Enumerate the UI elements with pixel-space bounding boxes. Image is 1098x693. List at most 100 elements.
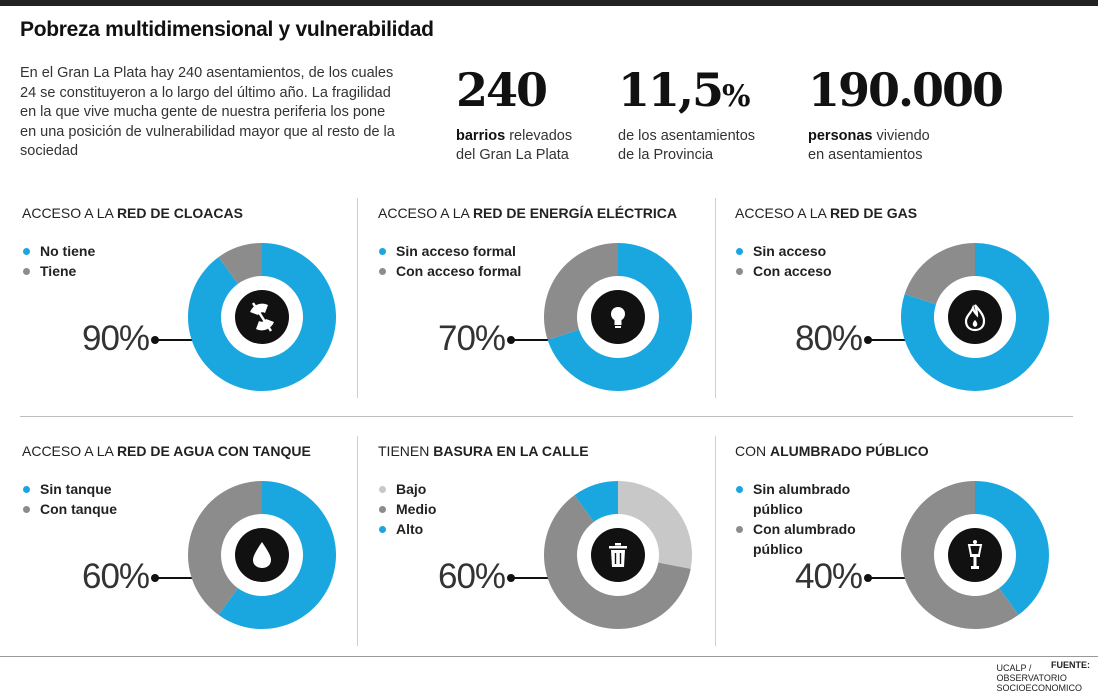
divider (715, 436, 716, 646)
chart-legend: Sin acceso Con acceso (735, 241, 885, 281)
chart-title-bold: RED DE GAS (829, 205, 918, 221)
chart-title-bold: BASURA EN LA CALLE (433, 443, 589, 459)
footer: FUENTE: UCALP / OBSERVATORIO SOCIOECONOM… (0, 656, 1098, 693)
chart-title-prefix: ACCESO A LA (22, 443, 117, 459)
donut-slice (618, 481, 692, 569)
stat-personas: 190.000 personas viviendo en asentamiento… (808, 62, 1004, 165)
donut-slice (901, 481, 1019, 629)
legend-swatch (23, 486, 30, 493)
label-leader-line (151, 336, 208, 344)
legend-label: Alto (396, 521, 424, 537)
chart-title-bold: RED DE ENERGÍA ELÉCTRICA (472, 205, 677, 221)
legend-swatch (379, 248, 386, 255)
donut-slice (901, 243, 1049, 391)
chart-panel-agua: ACCESO A LA RED DE AGUA CON TANQUE Sin ta… (22, 443, 362, 663)
divider (357, 436, 358, 646)
chart-title-prefix: CON (735, 443, 770, 459)
label-leader-line (864, 336, 921, 344)
chart-title: CON ALUMBRADO PÚBLICO (735, 443, 929, 459)
stat-description: personas viviendo en asentamientos (808, 128, 930, 163)
legend-swatch (736, 268, 743, 275)
donut-slice (544, 495, 691, 629)
legend-label: Sin alumbrado público (753, 481, 851, 517)
legend-label: Con acceso formal (396, 263, 522, 279)
legend-swatch (23, 506, 30, 513)
donut-chart (544, 481, 692, 629)
legend-entry: Sin acceso formal (378, 241, 528, 261)
intro-text: En el Gran La Plata hay 240 asentamiento… (20, 65, 395, 159)
chart-panel-cloacas: ACCESO A LA RED DE CLOACAS No tiene Tiene 9… (22, 205, 362, 425)
legend-entry: Alto (378, 519, 528, 539)
donut-slice (975, 481, 1049, 615)
chart-title: ACCESO A LA RED DE GAS (735, 205, 917, 221)
legend-label: Bajo (396, 481, 427, 497)
sewer-icon (235, 290, 289, 344)
chart-legend: Bajo Medio Alto (378, 479, 528, 539)
chart-legend: Sin acceso formal Con acceso formal (378, 241, 528, 281)
chart-panel-basura: TIENEN BASURA EN LA CALLE Bajo Medio Alto 60… (378, 443, 718, 663)
legend-label: Sin acceso formal (396, 243, 516, 259)
legend-entry: Medio (378, 499, 528, 519)
legend-label: Sin tanque (40, 481, 112, 497)
legend-swatch (379, 506, 386, 513)
data-label: 60% (438, 557, 506, 596)
legend-entry: Con alumbrado público (735, 519, 885, 559)
data-label: 90% (82, 319, 150, 358)
data-label: 40% (795, 557, 863, 596)
legend-swatch (736, 248, 743, 255)
legend-label: Con acceso (753, 263, 832, 279)
label-leader-line (151, 574, 208, 582)
chart-title-prefix: ACCESO A LA (378, 205, 473, 221)
stat-value: 240 (456, 63, 548, 117)
legend-label: Con tanque (40, 501, 117, 517)
chart-legend: No tiene Tiene (22, 241, 172, 281)
chart-title-prefix: ACCESO A LA (735, 205, 830, 221)
donut-slice (904, 243, 975, 305)
chart-panel-gas: ACCESO A LA RED DE GAS Sin acceso Con acce… (735, 205, 1075, 425)
chart-panel-alumbrado: CON ALUMBRADO PÚBLICO Sin alumbrado públi… (735, 443, 1075, 663)
legend-swatch (736, 526, 743, 533)
chart-legend: Sin alumbrado público Con alumbrado públi… (735, 479, 885, 559)
legend-label: Sin acceso (753, 243, 827, 259)
chart-title-bold: RED DE CLOACAS (116, 205, 243, 221)
data-label: 80% (795, 319, 863, 358)
legend-entry: Con acceso formal (378, 261, 528, 281)
legend-swatch (379, 486, 386, 493)
data-label: 70% (438, 319, 506, 358)
donut-chart (901, 243, 1049, 391)
stat-value: 190.000 (808, 63, 1004, 117)
legend-entry: Tiene (22, 261, 172, 281)
legend-swatch (379, 526, 386, 533)
stat-value: 11,5% (618, 63, 751, 117)
legend-label: Tiene (40, 263, 77, 279)
label-leader-line (507, 574, 564, 582)
legend-entry: Con acceso (735, 261, 885, 281)
top-rule (0, 0, 1098, 6)
legend-entry: Con tanque (22, 499, 172, 519)
chart-legend: Sin tanque Con tanque (22, 479, 172, 519)
chart-title: ACCESO A LA RED DE ENERGÍA ELÉCTRICA (378, 205, 677, 221)
donut-chart (188, 243, 336, 391)
divider (20, 416, 1073, 417)
donut-slice (544, 243, 618, 340)
legend-entry: Sin acceso (735, 241, 885, 261)
chart-title-bold: RED DE AGUA CON TANQUE (116, 443, 311, 459)
water-drop-icon (235, 528, 289, 582)
divider (715, 198, 716, 398)
donut-slice (188, 243, 336, 391)
chart-title-prefix: TIENEN (378, 443, 434, 459)
chart-title: TIENEN BASURA EN LA CALLE (378, 443, 589, 459)
legend-label: Medio (396, 501, 437, 517)
donut-slice (574, 481, 618, 522)
donut-slice (218, 243, 262, 284)
donut-slice (218, 481, 336, 629)
chart-title: ACCESO A LA RED DE AGUA CON TANQUE (22, 443, 311, 459)
page-title: Pobreza multidimensional y vulnerabilida… (20, 18, 434, 41)
stat-description: de los asentamientos de la Provincia (618, 128, 756, 163)
legend-label: Con alumbrado público (753, 521, 856, 557)
stat-asentamientos: 11,5% de los asentamientos de la Provinci… (618, 62, 755, 165)
legend-entry: Sin alumbrado público (735, 479, 885, 519)
legend-entry: No tiene (22, 241, 172, 261)
legend-swatch (23, 248, 30, 255)
donut-slice (547, 243, 692, 391)
